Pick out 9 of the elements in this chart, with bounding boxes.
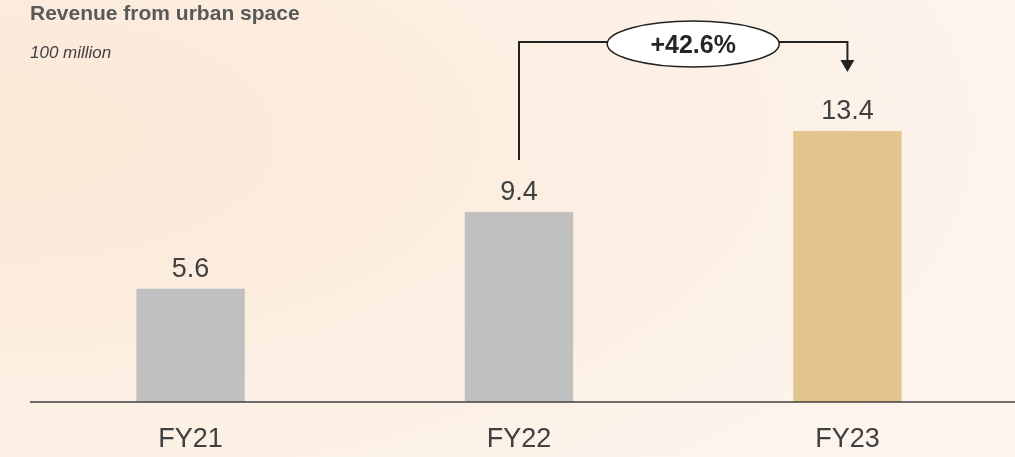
x-tick-label: FY21	[158, 423, 223, 453]
text: +42.6%	[650, 30, 736, 58]
data-label: 13.4	[821, 95, 874, 125]
chart-subtitle: 100 million	[30, 43, 112, 62]
data-label: 9.4	[500, 175, 538, 206]
x-tick-label: FY22	[486, 423, 552, 453]
x-tick-label: FY23	[815, 423, 880, 453]
data-label: 5.6	[171, 252, 210, 283]
chart-title: Revenue from urban space	[30, 1, 300, 24]
